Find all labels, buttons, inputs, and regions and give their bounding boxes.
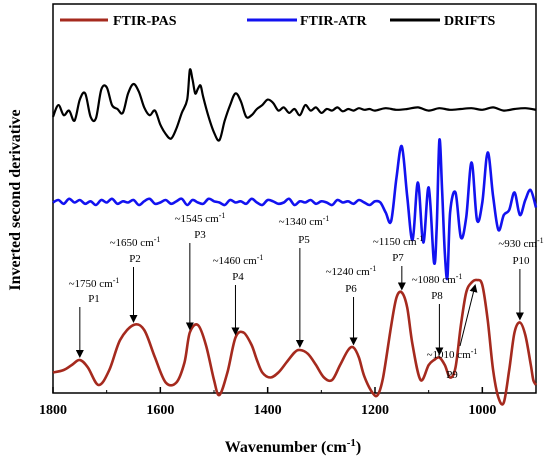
peak-id-label: P4 bbox=[232, 271, 244, 283]
peak-id-label: P3 bbox=[194, 229, 206, 241]
peak-id-label: P9 bbox=[446, 369, 458, 381]
series-line-ftir-atr bbox=[52, 138, 538, 281]
peak-wavenumber-label: ~1150 cm-1 bbox=[373, 234, 423, 248]
peak-arrow bbox=[459, 284, 478, 347]
peak-id-label: P7 bbox=[392, 252, 404, 264]
peak-id-label: P5 bbox=[298, 234, 310, 246]
series-line-drifts bbox=[51, 68, 537, 142]
legend-label-ftir-atr: FTIR-ATR bbox=[300, 14, 368, 29]
peak-wavenumber-label: ~1080 cm-1 bbox=[412, 272, 463, 286]
peak-wavenumber-label: ~1750 cm-1 bbox=[69, 276, 120, 290]
x-tick-label: 1000 bbox=[468, 403, 496, 418]
peak-id-label: P1 bbox=[88, 293, 100, 305]
legend: FTIR-PAS FTIR-ATR DRIFTS bbox=[60, 14, 496, 29]
series-line-ftir-pas bbox=[52, 278, 538, 406]
peak-id-label: P8 bbox=[431, 290, 443, 302]
x-tick-label: 1200 bbox=[361, 403, 389, 418]
peak-id-label: P10 bbox=[512, 255, 530, 267]
peak-wavenumber-label: ~1460 cm-1 bbox=[213, 253, 264, 267]
peak-annotations: ~1750 cm-1 P1 ~1650 cm-1 P2 ~1545 cm-1 P3 ~146… bbox=[69, 211, 544, 381]
x-tick-label: 1400 bbox=[254, 403, 282, 418]
peak-wavenumber-label: ~1340 cm-1 bbox=[279, 214, 330, 228]
peak-id-label: P6 bbox=[345, 283, 357, 295]
peak-wavenumber-label: ~1545 cm-1 bbox=[175, 211, 226, 225]
x-tick-label: 1800 bbox=[39, 403, 67, 418]
plot-frame bbox=[52, 3, 537, 394]
legend-label-ftir-pas: FTIR-PAS bbox=[113, 14, 177, 29]
x-axis-ticks: 1800 1600 1400 1200 1000 bbox=[39, 387, 496, 418]
y-axis-title: Inverted second derivative bbox=[7, 109, 24, 290]
x-tick-label: 1600 bbox=[146, 403, 174, 418]
peak-wavenumber-label: ~1240 cm-1 bbox=[326, 264, 377, 278]
peak-wavenumber-label: ~930 cm-1 bbox=[498, 236, 543, 250]
peak-id-label: P2 bbox=[129, 253, 141, 265]
x-axis-title: Wavenumber (cm-1) bbox=[225, 437, 361, 456]
peak-wavenumber-label: ~1650 cm-1 bbox=[110, 235, 161, 249]
peak-wavenumber-label: ~1010 cm-1 bbox=[427, 347, 478, 361]
legend-label-drifts: DRIFTS bbox=[444, 14, 496, 29]
